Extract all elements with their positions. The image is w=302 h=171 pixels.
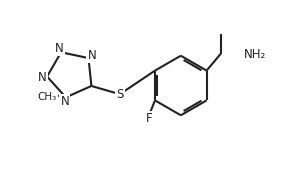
Text: N: N: [55, 42, 64, 55]
Text: S: S: [116, 88, 124, 101]
Text: N: N: [38, 70, 47, 83]
Text: F: F: [146, 112, 153, 125]
Text: CH₃: CH₃: [37, 93, 56, 102]
Text: NH₂: NH₂: [244, 48, 266, 61]
Text: N: N: [60, 95, 69, 108]
Text: N: N: [88, 49, 96, 62]
